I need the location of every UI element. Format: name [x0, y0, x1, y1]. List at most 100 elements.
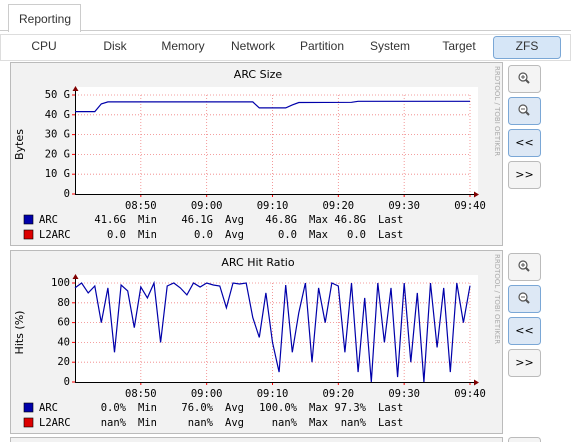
subtab-label[interactable]: Disk — [103, 39, 127, 53]
nav-button-partial[interactable] — [508, 437, 541, 442]
nav-button[interactable] — [508, 317, 541, 345]
tab-cover — [9, 29, 80, 32]
legend-stat-label: Avg — [225, 402, 244, 414]
series-line — [75, 100, 470, 113]
legend-stat-value: 97.3% — [334, 402, 366, 414]
subtab-label[interactable]: ZFS — [516, 39, 539, 53]
legend-stat-value: 0.0% — [101, 402, 127, 414]
legend-swatch — [23, 402, 34, 413]
legend-stat-label: Last — [378, 214, 403, 226]
nav-button-label[interactable]: >> — [515, 356, 533, 369]
x-tick-label: 09:20 — [323, 200, 355, 212]
legend-stat-label: Min — [138, 417, 157, 429]
x-tick-label: 09:20 — [323, 388, 355, 400]
graph-panel-partial — [10, 437, 503, 442]
subtab-label[interactable]: Partition — [300, 39, 344, 53]
subtab-label[interactable]: Network — [231, 39, 276, 53]
y-tick-label: 20 — [57, 356, 70, 368]
legend-stat-label: Min — [138, 229, 157, 241]
legend-stat-label: Last — [378, 417, 403, 429]
y-tick-label: 40 G — [45, 109, 70, 121]
legend-stat-label: Max — [309, 229, 328, 241]
y-axis-arrow — [72, 274, 79, 279]
x-tick-label: 09:30 — [388, 388, 420, 400]
subtab-label[interactable]: CPU — [31, 39, 56, 53]
subtab-label[interactable]: Memory — [161, 39, 204, 53]
x-tick-label: 09:40 — [454, 200, 486, 212]
nav-button[interactable] — [508, 161, 541, 189]
legend-stat-value: 46.8G — [265, 214, 297, 226]
y-tick-label: 30 G — [45, 129, 70, 141]
plot-area — [75, 87, 478, 194]
legend-stat-value: 0.0 — [347, 229, 366, 241]
nav-button-label[interactable]: << — [515, 136, 533, 149]
tab[interactable] — [8, 4, 81, 32]
chart-title: ARC Size — [234, 68, 283, 81]
magnifier-handle[interactable] — [525, 267, 530, 272]
legend-swatch — [23, 417, 34, 428]
y-tick-label: 40 — [57, 336, 70, 348]
nav-button-label[interactable]: << — [515, 324, 533, 337]
x-axis-arrow — [474, 379, 479, 386]
legend-stat-value: 46.1G — [181, 214, 213, 226]
legend-stat-value: nan% — [101, 417, 127, 429]
chart-title: ARC Hit Ratio — [221, 256, 294, 269]
x-axis-arrow — [474, 191, 479, 198]
x-tick-label: 09:10 — [257, 388, 289, 400]
legend-name: L2ARC — [39, 417, 71, 429]
legend-stat-value: 46.8G — [334, 214, 366, 226]
legend-name: ARC — [39, 402, 58, 414]
legend-stat-label: Avg — [225, 214, 244, 226]
legend-stat-label: Avg — [225, 229, 244, 241]
y-tick-label: 80 — [57, 297, 70, 309]
x-tick-label: 09:10 — [257, 200, 289, 212]
x-tick-label: 09:00 — [191, 200, 223, 212]
legend-stat-value: 0.0 — [194, 229, 213, 241]
legend-stat-value: nan% — [272, 417, 298, 429]
legend-stat-value: 0.0 — [278, 229, 297, 241]
subtab-bar — [0, 34, 571, 61]
y-tick-label: 0 — [64, 376, 70, 388]
y-tick-label: 50 G — [45, 89, 70, 101]
y-tick-label: 10 G — [45, 168, 70, 180]
legend-stat-value: nan% — [188, 417, 214, 429]
legend-stat-label: Last — [378, 229, 403, 241]
y-tick-label: 100 — [51, 277, 70, 289]
legend-stat-value: 76.0% — [181, 402, 213, 414]
legend-name: L2ARC — [39, 229, 71, 241]
x-tick-label: 09:30 — [388, 200, 420, 212]
legend-stat-value: nan% — [341, 417, 367, 429]
legend-stat-value: 100.0% — [259, 402, 298, 414]
magnifier-handle[interactable] — [525, 111, 530, 116]
x-tick-label: 09:40 — [454, 388, 486, 400]
plot-area — [75, 275, 478, 382]
legend-stat-value: 41.6G — [94, 214, 126, 226]
legend-stat-label: Max — [309, 417, 328, 429]
watermark: RRDTOOL / TOBI OETIKER — [493, 254, 501, 344]
nav-button-label[interactable]: >> — [515, 168, 533, 181]
tab-label[interactable]: Reporting — [19, 12, 71, 26]
y-tick-label: 0 — [64, 188, 70, 200]
legend-stat-label: Last — [378, 402, 403, 414]
legend-stat-label: Avg — [225, 417, 244, 429]
subtab-label[interactable]: Target — [442, 39, 476, 53]
y-tick-label: 20 G — [45, 148, 70, 160]
y-axis-label: Bytes — [13, 129, 26, 160]
y-tick-label: 60 — [57, 317, 70, 329]
nav-button[interactable] — [508, 349, 541, 377]
legend-stat-label: Max — [309, 214, 328, 226]
x-tick-label: 08:50 — [125, 388, 157, 400]
legend-stat-label: Max — [309, 402, 328, 414]
y-axis-arrow — [72, 86, 79, 91]
legend-swatch — [23, 214, 34, 225]
subtab-active[interactable] — [493, 36, 561, 59]
subtab-label[interactable]: System — [370, 39, 410, 53]
legend-swatch — [23, 229, 34, 240]
magnifier-handle[interactable] — [525, 79, 530, 84]
watermark: RRDTOOL / TOBI OETIKER — [493, 66, 501, 156]
magnifier-handle[interactable] — [525, 299, 530, 304]
nav-button[interactable] — [508, 129, 541, 157]
legend-stat-value: 0.0 — [107, 229, 126, 241]
y-axis-label: Hits (%) — [13, 311, 26, 355]
